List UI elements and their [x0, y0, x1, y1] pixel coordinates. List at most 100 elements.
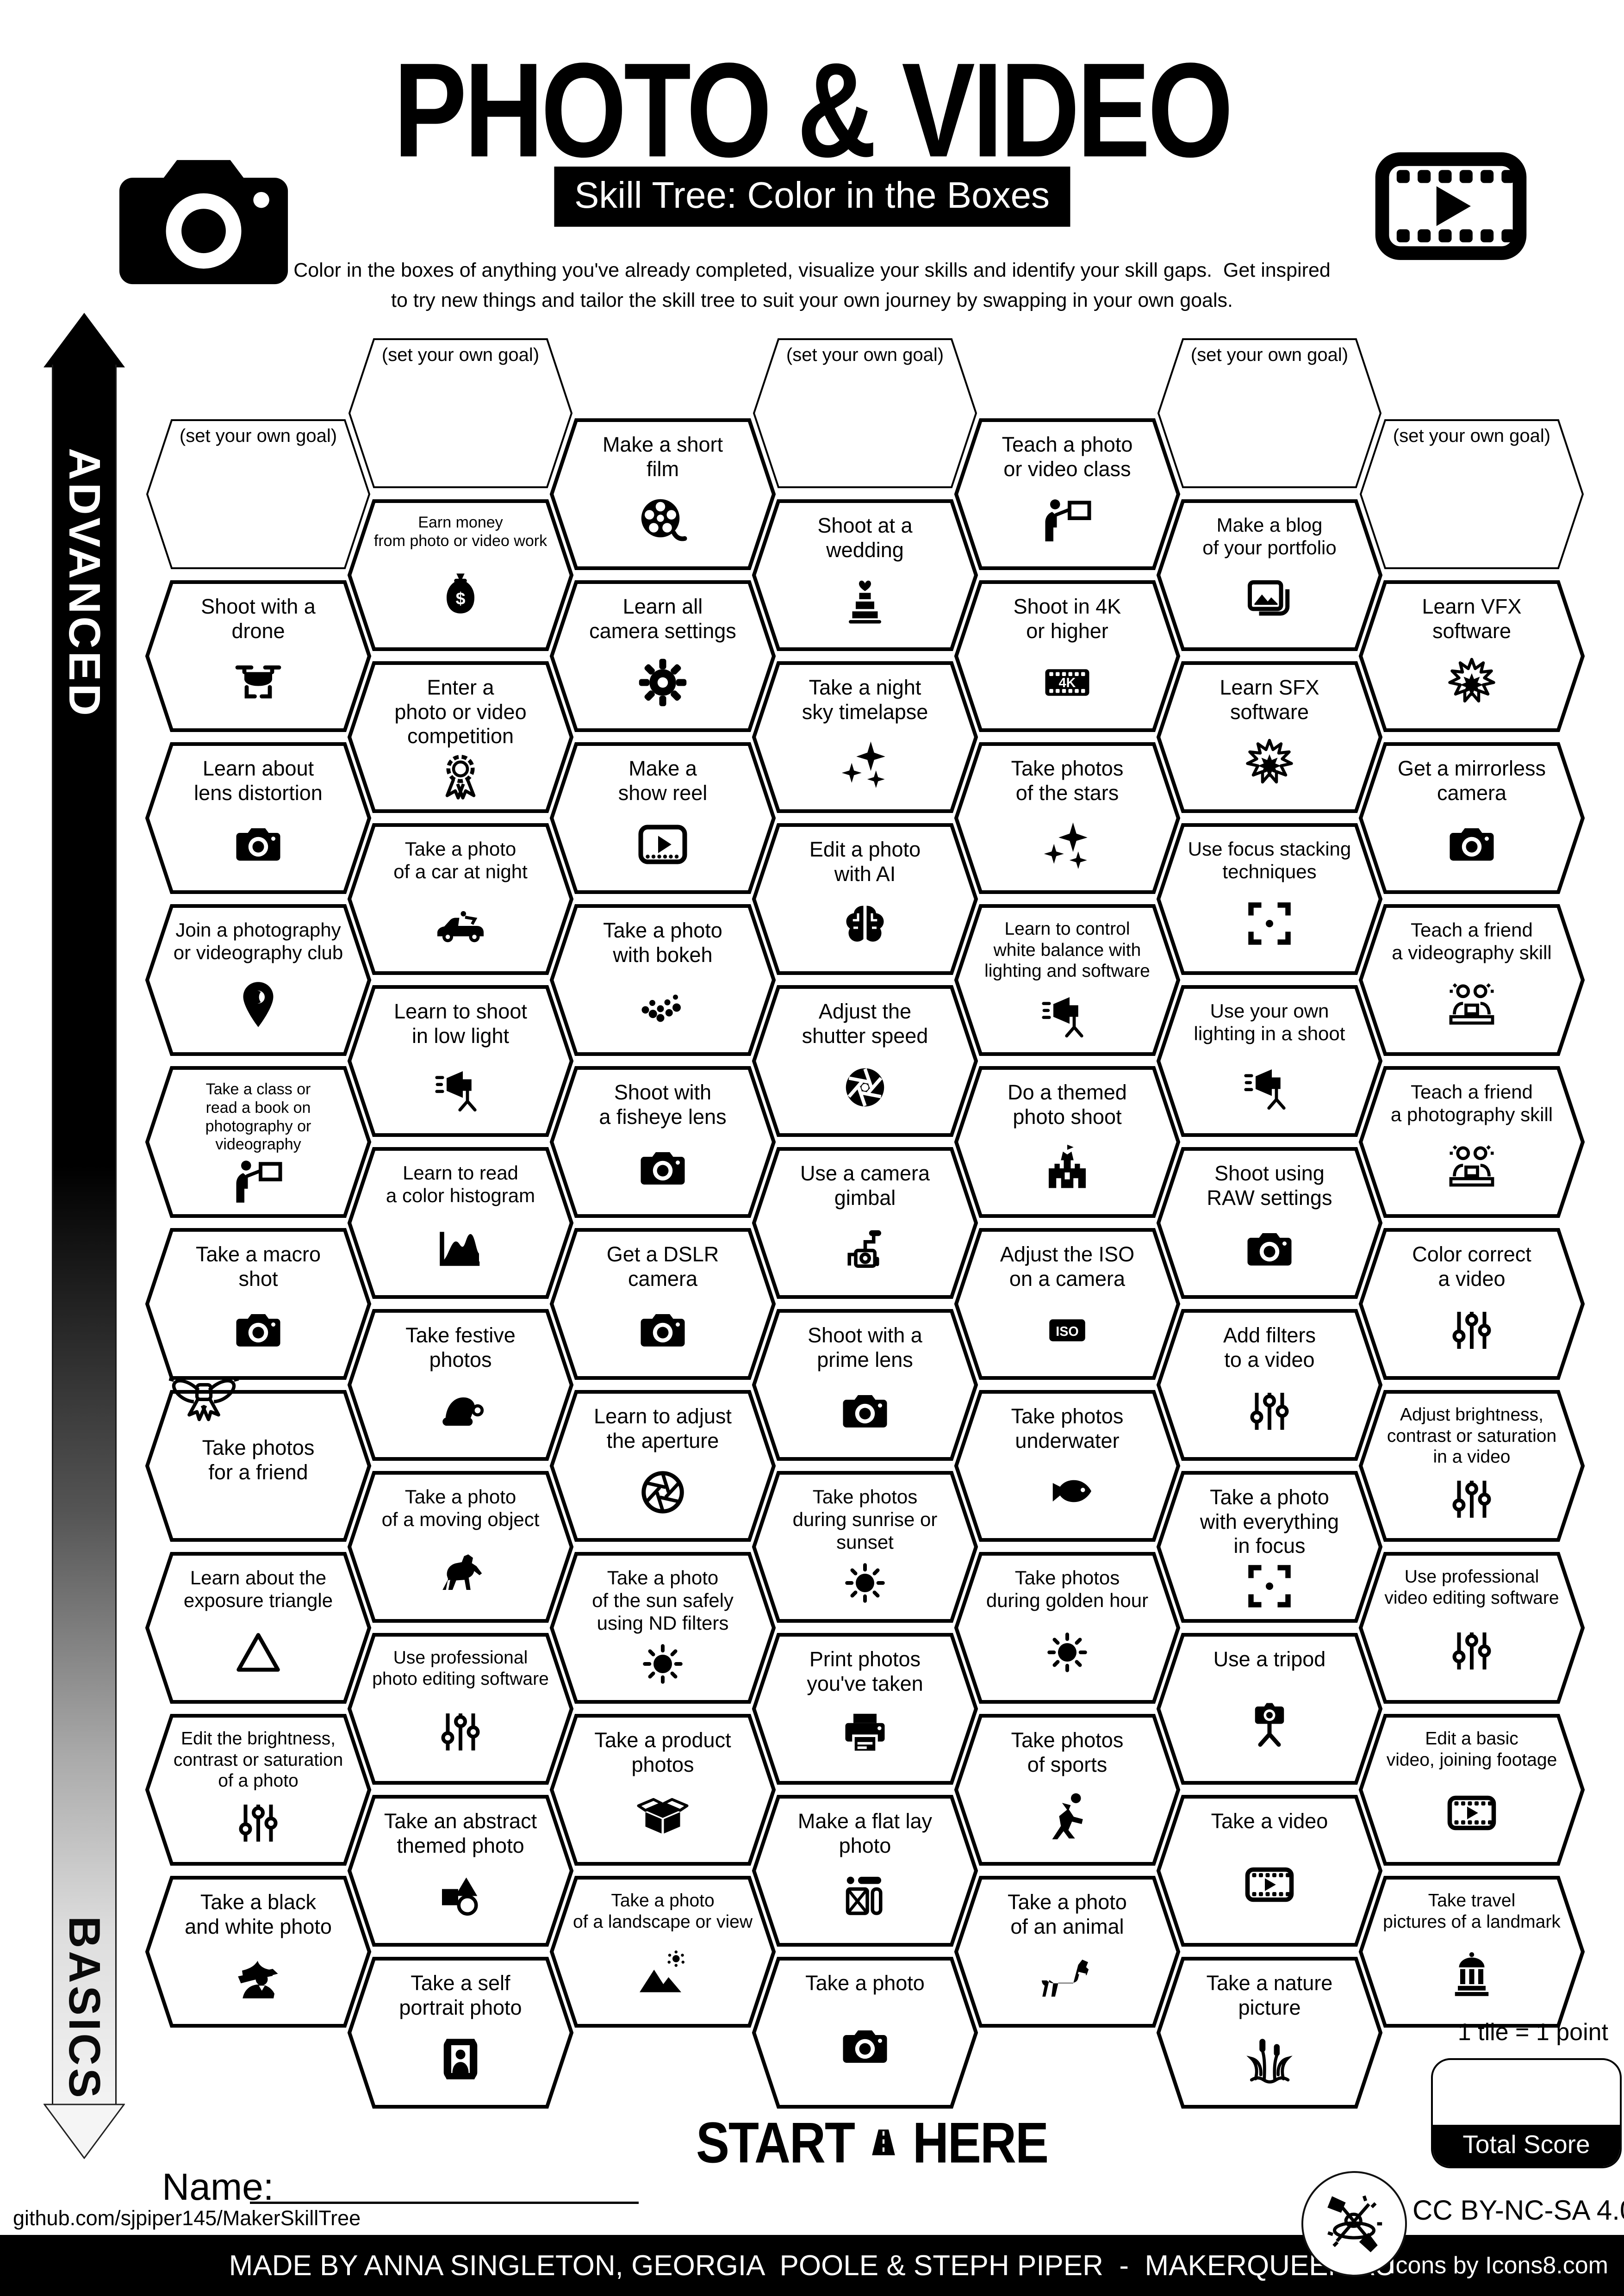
hex-label: Take a video: [1211, 1809, 1328, 1833]
hex-make-a-show-reel-c2r2[interactable]: Make a show reel: [549, 742, 776, 894]
hex-take-photos-of-sports-c4r8[interactable]: Take photos of sports: [954, 1713, 1181, 1866]
hex-take-photos-underwater-c4r6[interactable]: Take photos underwater: [954, 1390, 1181, 1542]
score-write-area[interactable]: [1433, 2060, 1620, 2125]
hex-learn-to-adjust-the-aperture-c2r6[interactable]: Learn to adjust the aperture: [549, 1390, 776, 1542]
hex-outline: [1358, 742, 1585, 894]
hex-take-photos-of-the-stars-c4r2[interactable]: Take photos of the stars: [954, 742, 1181, 894]
hex-set-your-own-goal-c6r0[interactable]: (set your own goal): [1358, 418, 1585, 571]
hex-take-a-photo-with-everything-in-focus-c5r7[interactable]: Take a photo with everything in focus: [1156, 1471, 1383, 1623]
hex-take-photos-during-sunrise-or-sunset-c3r7[interactable]: Take photos during sunrise or sunset: [752, 1471, 978, 1623]
hex-print-photos-you-ve-taken-c3r8[interactable]: Print photos you've taken: [752, 1632, 978, 1785]
hex-teach-a-friend-a-photography-skill-c6r4[interactable]: Teach a friend a photography skill: [1358, 1066, 1585, 1218]
hex-learn-about-lens-distortion-c0r2[interactable]: Learn about lens distortion: [145, 742, 372, 894]
hex-learn-about-the-exposure-triangle-c0r7[interactable]: Learn about the exposure triangle: [145, 1551, 372, 1704]
hex-outline: [752, 1795, 978, 1947]
hex-take-a-photo-of-the-sun-safely-using-nd-fi-c2r7[interactable]: Take a photo of the sun safely using ND …: [549, 1551, 776, 1704]
hex-take-a-photo-of-a-landscape-or-view-c2r9[interactable]: Take a photo of a landscape or view: [549, 1875, 776, 2028]
hex-take-a-macro-shot-c0r5[interactable]: Take a macro shot: [145, 1228, 372, 1380]
horse-icon: [433, 1544, 488, 1599]
hex-learn-vfx-software-c6r1[interactable]: Learn VFX software: [1358, 580, 1585, 732]
hex-edit-a-photo-with-ai-c3r3[interactable]: Edit a photo with AI: [752, 823, 978, 975]
explosion-icon: [1444, 655, 1500, 710]
hex-use-a-tripod-c5r8[interactable]: Use a tripod: [1156, 1632, 1383, 1785]
hex-shoot-in-4k-or-higher-c4r1[interactable]: Shoot in 4K or higher: [954, 580, 1181, 732]
hex-take-a-video-c5r9[interactable]: Take a video: [1156, 1794, 1383, 1947]
hex-label: (set your own goal): [786, 345, 944, 365]
hex-take-a-class-or-read-a-book-on-photography-c0r4[interactable]: Take a class or read a book on photograp…: [145, 1066, 372, 1218]
start-here: START HERE: [696, 2096, 1049, 2189]
hex-learn-all-camera-settings-c2r1[interactable]: Learn all camera settings: [549, 580, 776, 732]
hex-take-an-abstract-themed-photo-c1r9[interactable]: Take an abstract themed photo: [347, 1794, 574, 1947]
hex-outline: [347, 985, 574, 1137]
car-icon: [433, 896, 488, 951]
hex-get-a-mirrorless-camera-c6r2[interactable]: Get a mirrorless camera: [1358, 742, 1585, 894]
hex-shoot-with-a-prime-lens-c3r6[interactable]: Shoot with a prime lens: [752, 1309, 978, 1461]
hex-teach-a-friend-a-videography-skill-c6r3[interactable]: Teach a friend a videography skill: [1358, 904, 1585, 1056]
hex-take-travel-pictures-of-a-landmark-c6r9[interactable]: Take travel pictures of a landmark: [1358, 1875, 1585, 2028]
hex-take-a-black-and-white-photo-c0r9[interactable]: Take a black and white photo: [145, 1875, 372, 2028]
hex-outline: [1156, 1309, 1383, 1461]
hex-take-a-photo-with-bokeh-c2r3[interactable]: Take a photo with bokeh: [549, 904, 776, 1056]
hex-shoot-at-a-wedding-c3r1[interactable]: Shoot at a wedding: [752, 499, 978, 652]
hex-edit-the-brightness-contrast-or-saturation-c0r8[interactable]: Edit the brightness, contrast or saturat…: [145, 1713, 372, 1866]
hex-take-photos-for-a-friend-c0r6[interactable]: Take photos for a friend: [145, 1390, 372, 1542]
hex-make-a-flat-lay-photo-c3r9[interactable]: Make a flat lay photo: [752, 1794, 978, 1947]
name-input-line[interactable]: [250, 2202, 639, 2204]
hex-shoot-using-raw-settings-c5r5[interactable]: Shoot using RAW settings: [1156, 1147, 1383, 1299]
hex-label: Take a class or read a book on photograp…: [205, 1080, 311, 1154]
hex-learn-to-shoot-in-low-light-c1r4[interactable]: Learn to shoot in low light: [347, 985, 574, 1137]
hex-take-a-photo-c3r10[interactable]: Take a photo: [752, 1956, 978, 2109]
hex-enter-a-photo-or-video-competition-c1r2[interactable]: Enter a photo or video competition: [347, 661, 574, 813]
hex-take-festive-photos-c1r6[interactable]: Take festive photos: [347, 1309, 574, 1461]
hex-use-focus-stacking-techniques-c5r3[interactable]: Use focus stacking techniques: [1156, 823, 1383, 975]
hex-take-a-self-portrait-photo-c1r10[interactable]: Take a self portrait photo: [347, 1956, 574, 2109]
hex-set-your-own-goal-c0r0[interactable]: (set your own goal): [145, 418, 372, 571]
focus-icon: [1242, 896, 1297, 951]
hex-do-a-themed-photo-shoot-c4r4[interactable]: Do a themed photo shoot: [954, 1066, 1181, 1218]
hex-learn-to-control-white-balance-with-lighti-c4r3[interactable]: Learn to control white balance with ligh…: [954, 904, 1181, 1056]
hex-set-your-own-goal-c1r0[interactable]: (set your own goal): [347, 337, 574, 490]
hex-take-photos-during-golden-hour-c4r7[interactable]: Take photos during golden hour: [954, 1551, 1181, 1704]
hex-label: Add filters to a video: [1223, 1323, 1316, 1371]
hex-add-filters-to-a-video-c5r6[interactable]: Add filters to a video: [1156, 1309, 1383, 1461]
icons-credit[interactable]: Icons by Icons8.com: [1389, 2252, 1608, 2279]
hex-take-a-product-photos-c2r8[interactable]: Take a product photos: [549, 1713, 776, 1866]
hex-take-a-photo-of-a-moving-object-c1r7[interactable]: Take a photo of a moving object: [347, 1471, 574, 1623]
hex-outline: [954, 1228, 1181, 1380]
hex-learn-to-read-a-color-histogram-c1r5[interactable]: Learn to read a color histogram: [347, 1147, 574, 1299]
people-icon: [1444, 1139, 1500, 1194]
hex-teach-a-photo-or-video-class-c4r0[interactable]: Teach a photo or video class: [954, 418, 1181, 571]
hex-adjust-brightness-contrast-or-saturation-i-c6r6[interactable]: Adjust brightness, contrast or saturatio…: [1358, 1390, 1585, 1542]
here-label: HERE: [912, 2110, 1049, 2175]
hex-take-a-night-sky-timelapse-c3r2[interactable]: Take a night sky timelapse: [752, 661, 978, 813]
total-score-box[interactable]: Total Score: [1431, 2058, 1622, 2168]
hex-use-a-camera-gimbal-c3r5[interactable]: Use a camera gimbal: [752, 1147, 978, 1299]
hex-set-your-own-goal-c3r0[interactable]: (set your own goal): [752, 337, 978, 490]
hex-color-correct-a-video-c6r5[interactable]: Color correct a video: [1358, 1228, 1585, 1380]
hex-take-a-photo-of-a-car-at-night-c1r3[interactable]: Take a photo of a car at night: [347, 823, 574, 975]
hex-get-a-dslr-camera-c2r5[interactable]: Get a DSLR camera: [549, 1228, 776, 1380]
hex-label: Do a themed photo shoot: [1008, 1080, 1127, 1129]
hex-adjust-the-iso-on-a-camera-c4r5[interactable]: Adjust the ISO on a camera: [954, 1228, 1181, 1380]
hex-outline: [145, 1066, 372, 1218]
hex-take-a-nature-picture-c5r10[interactable]: Take a nature picture: [1156, 1956, 1383, 2109]
hex-earn-money-from-photo-or-video-work-c1r1[interactable]: Earn money from photo or video work: [347, 499, 574, 652]
hex-set-your-own-goal-c5r0[interactable]: (set your own goal): [1156, 337, 1383, 490]
hex-make-a-short-film-c2r0[interactable]: Make a short film: [549, 418, 776, 571]
sliders-icon: [1444, 1303, 1500, 1358]
hex-take-a-photo-of-an-animal-c4r9[interactable]: Take a photo of an animal: [954, 1875, 1181, 2028]
hex-label: Enter a photo or video competition: [394, 676, 527, 748]
hex-use-professional-video-editing-software-c6r7[interactable]: Use professional video editing software: [1358, 1551, 1585, 1704]
hex-use-professional-photo-editing-software-c1r8[interactable]: Use professional photo editing software: [347, 1632, 574, 1785]
hex-use-your-own-lighting-in-a-shoot-c5r4[interactable]: Use your own lighting in a shoot: [1156, 985, 1383, 1137]
hex-learn-sfx-software-c5r2[interactable]: Learn SFX software: [1156, 661, 1383, 813]
hex-join-a-photography-or-videography-club-c0r3[interactable]: Join a photography or videography club: [145, 904, 372, 1056]
github-url[interactable]: github.com/sjpiper145/MakerSkillTree: [13, 2206, 361, 2230]
hex-make-a-blog-of-your-portfolio-c5r1[interactable]: Make a blog of your portfolio: [1156, 499, 1383, 652]
hex-shoot-with-a-drone-c0r1[interactable]: Shoot with a drone: [145, 580, 372, 732]
hex-edit-a-basic-video-joining-footage-c6r8[interactable]: Edit a basic video, joining footage: [1358, 1713, 1585, 1866]
hex-label: Take a photo of a landscape or view: [572, 1891, 753, 1932]
hex-label: Take travel pictures of a landmark: [1383, 1891, 1561, 1932]
hex-adjust-the-shutter-speed-c3r4[interactable]: Adjust the shutter speed: [752, 985, 978, 1137]
hex-shoot-with-a-fisheye-lens-c2r4[interactable]: Shoot with a fisheye lens: [549, 1066, 776, 1218]
